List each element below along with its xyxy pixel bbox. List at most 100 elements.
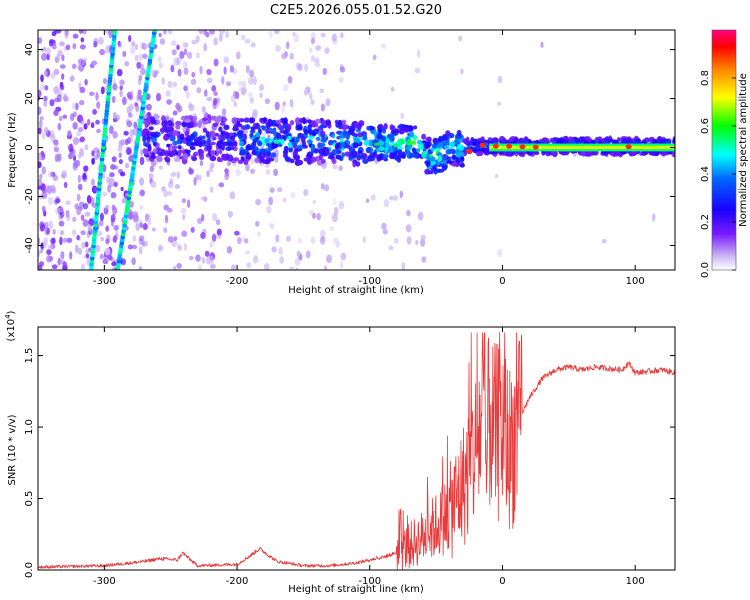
- spectrogram-band-cell: [198, 119, 203, 124]
- spectrogram-band-cell: [352, 161, 357, 168]
- spectrogram-noise-speck: [102, 191, 108, 197]
- spectrogram-noise-speck: [316, 213, 321, 221]
- spectrogram-band-cell: [271, 128, 276, 133]
- spectrogram-noise-speck: [98, 219, 104, 227]
- spectrogram-noise-speck: [269, 187, 275, 193]
- spectrogram-noise-speck: [111, 95, 116, 104]
- spectrogram-noise-speck: [119, 89, 123, 98]
- spectrogram-band-cell: [218, 139, 224, 145]
- spectrogram-noise-speck: [79, 86, 86, 94]
- spectrogram-band-cell: [348, 147, 356, 153]
- spectrogram-noise-speck: [289, 266, 295, 270]
- spectrogram-noise-speck: [304, 63, 309, 72]
- spectrogram-noise-speck: [38, 161, 42, 169]
- spectrogram-noise-speck: [144, 213, 149, 222]
- spectrogram-noise-speck: [69, 251, 73, 260]
- spectrogram-noise-speck: [132, 235, 137, 242]
- spectrogram-noise-speck: [139, 235, 145, 242]
- spectrogram-noise-speck: [188, 104, 195, 112]
- spectrogram-noise-speck: [51, 264, 58, 270]
- spectrogram-band-cell: [321, 158, 326, 164]
- spectrogram-noise-speck: [164, 214, 169, 224]
- spectrogram-band-cell: [263, 117, 267, 123]
- spectrogram-band-cell: [237, 159, 244, 164]
- spectrogram-noise-speck: [129, 46, 136, 55]
- spectrogram-noise-speck: [113, 181, 118, 187]
- spectrogram-band-cell: [385, 142, 391, 148]
- spectrogram-band-cell: [325, 119, 331, 126]
- spectrogram-noise-speck: [110, 214, 116, 223]
- spectrogram-noise-speck: [309, 47, 313, 54]
- spectrogram-band-cell: [244, 124, 251, 130]
- spectrogram-noise-speck: [249, 168, 256, 174]
- spectrogram-noise-speck: [112, 111, 117, 119]
- spectrogram-band-cell: [409, 131, 415, 138]
- spectrogram-band-cell: [347, 125, 354, 130]
- snr-x-tick-label: -200: [226, 576, 249, 587]
- spectrogram-band-cell: [462, 138, 469, 144]
- spectrogram-noise-speck: [324, 47, 330, 54]
- spectrogram-noise-speck: [191, 39, 197, 45]
- spectrogram-y-tick-label: -20: [24, 188, 35, 204]
- spectrogram-noise-speck: [105, 225, 110, 232]
- spectrogram-noise-speck: [58, 115, 63, 122]
- spectrogram-band-cell: [310, 156, 317, 163]
- spectrogram-noise-speck: [79, 136, 85, 143]
- spectrogram-band-cell: [273, 139, 281, 144]
- spectrogram-noise-speck: [297, 63, 303, 72]
- spectrogram-band-cell: [255, 132, 261, 138]
- spectrogram-noise-speck: [124, 138, 129, 146]
- spectrogram-noise-speck: [372, 54, 377, 61]
- spectrogram-noise-speck: [332, 164, 338, 170]
- spectrogram-noise-speck: [45, 47, 51, 55]
- spectrogram-band-cell: [151, 152, 156, 157]
- spectrogram-noise-speck: [38, 90, 42, 98]
- spectrogram-band-cell: [362, 133, 368, 141]
- spectrogram-noise-speck: [46, 185, 53, 195]
- spectrogram-noise-speck: [137, 78, 142, 86]
- spectrogram-noise-speck: [195, 174, 199, 181]
- spectrogram-noise-speck: [110, 164, 116, 170]
- spectrogram-noise-speck: [39, 119, 43, 128]
- spectrogram-noise-speck: [245, 163, 250, 172]
- spectrogram-noise-speck: [65, 44, 71, 51]
- spectrogram-band-cell: [456, 129, 462, 136]
- spectrogram-noise-speck: [209, 255, 214, 264]
- spectrogram-noise-speck: [166, 99, 173, 105]
- spectrogram-noise-speck: [203, 196, 208, 202]
- spectrogram-noise-speck: [163, 30, 167, 35]
- spectrogram-noise-speck: [43, 95, 48, 102]
- spectrogram-band-cell: [268, 127, 273, 132]
- spectrogram-noise-speck: [245, 65, 250, 74]
- spectrogram-noise-speck: [244, 250, 250, 255]
- spectrogram-noise-speck: [102, 78, 108, 84]
- spectrogram-noise-speck: [72, 63, 77, 70]
- spectrogram-band-cell: [378, 141, 384, 146]
- spectrogram-band-cell: [141, 130, 148, 138]
- spectrogram-noise-speck: [406, 236, 412, 245]
- spectrogram-band-cell: [240, 150, 247, 156]
- spectrogram-noise-speck: [228, 211, 233, 219]
- spectrogram-noise-speck: [78, 30, 84, 34]
- spectrogram-band-cell: [299, 117, 305, 123]
- spectrogram-band-cell: [230, 135, 236, 140]
- spectrogram-noise-speck: [108, 32, 113, 39]
- spectrogram-band-cell: [289, 120, 295, 126]
- spectrogram-band-cell: [252, 122, 257, 130]
- spectrogram-band-cell: [334, 143, 339, 151]
- spectrogram-band-cell: [425, 160, 431, 168]
- spectrogram-band-cell: [301, 140, 307, 148]
- spectrogram-band-cell: [165, 157, 171, 163]
- spectrogram-band-cell: [224, 132, 230, 139]
- spectrogram-noise-speck: [206, 96, 213, 102]
- spectrogram-noise-speck: [46, 227, 50, 235]
- spectrogram-hot-spot: [479, 142, 486, 148]
- spectrogram-noise-speck: [268, 30, 273, 39]
- spectrogram-band-cell: [280, 138, 285, 145]
- spectrogram-band-cell: [275, 132, 282, 139]
- spectrogram-band-cell: [581, 136, 585, 143]
- spectrogram-noise-speck: [171, 40, 177, 47]
- spectrogram-noise-speck: [275, 234, 280, 243]
- spectrogram-noise-speck: [125, 162, 130, 169]
- spectrogram-band-cell: [515, 138, 522, 145]
